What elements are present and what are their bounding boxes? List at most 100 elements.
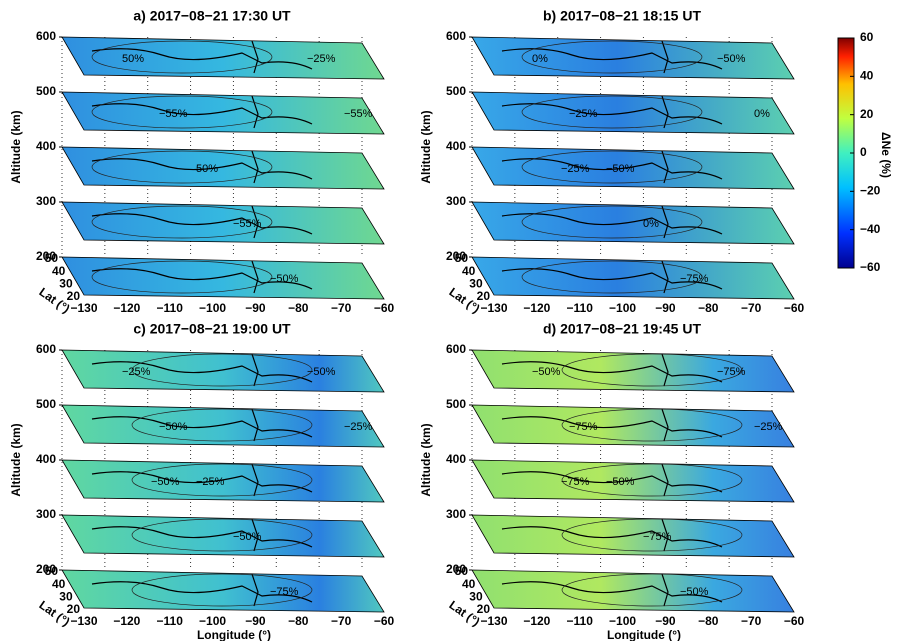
slice — [61, 459, 385, 503]
x-tick-label: −130 — [70, 301, 97, 315]
x-tick-label: −100 — [199, 301, 226, 315]
y-tick-label: 600 — [36, 342, 56, 356]
y-tick-label: 400 — [36, 139, 56, 153]
coastline — [91, 95, 313, 129]
lat-tick-label: 50 — [45, 251, 59, 265]
contour-label: −25% — [569, 108, 598, 120]
contour — [561, 573, 743, 607]
contour — [91, 95, 273, 129]
y-tick-label: 500 — [36, 397, 56, 411]
contour-label: −50% — [270, 273, 299, 285]
lat-tick-label: 40 — [462, 264, 476, 278]
contour-label: −55% — [233, 218, 262, 230]
lat-tick-label: 50 — [455, 251, 469, 265]
coastline — [501, 150, 723, 184]
colorbar-tick-label: −60 — [860, 260, 881, 274]
coastline — [501, 573, 723, 607]
coastline — [91, 260, 313, 294]
x-tick-label: −110 — [157, 301, 184, 315]
contour-label: 50% — [196, 163, 218, 175]
slice — [471, 146, 795, 190]
coastline — [501, 260, 723, 294]
y-tick-label: 200 — [36, 249, 56, 263]
coastline — [91, 518, 313, 552]
x-tick-label: −100 — [199, 614, 226, 628]
lat-tick-label: 40 — [52, 577, 66, 591]
coastline — [501, 518, 723, 552]
contour-label: −50% — [717, 53, 746, 65]
contour-label: −50% — [151, 476, 180, 488]
x-tick-label: −70 — [331, 614, 352, 628]
lat-tick-label: 50 — [45, 564, 59, 578]
slice — [471, 256, 795, 300]
slice — [61, 146, 385, 190]
contour-label: −50% — [680, 586, 709, 598]
x-tick-label: −60 — [374, 301, 395, 315]
panel-title: d) 2017−08−21 19:45 UT — [543, 321, 701, 337]
x-tick-label: −110 — [567, 301, 594, 315]
slice — [61, 514, 385, 558]
contour — [91, 150, 273, 184]
contour — [91, 40, 273, 74]
x-tick-label: −80 — [698, 301, 719, 315]
contour — [91, 205, 273, 239]
contour-label: −50% — [532, 366, 561, 378]
coastline — [501, 463, 723, 497]
x-tick-label: −120 — [523, 301, 550, 315]
x-tick-label: −80 — [288, 301, 309, 315]
x-tick-label: −90 — [655, 614, 676, 628]
y-tick-label: 300 — [36, 507, 56, 521]
slice — [471, 201, 795, 245]
y-tick-label: 300 — [36, 194, 56, 208]
coastline — [91, 463, 313, 497]
contour — [561, 408, 743, 442]
slice — [61, 349, 385, 393]
y-tick-label: 600 — [446, 29, 466, 43]
x-tick-label: −80 — [698, 614, 719, 628]
contour-label: −50% — [606, 163, 635, 175]
colorbar-tick-label: 40 — [860, 69, 874, 83]
contour — [91, 260, 273, 294]
y-tick-label: 200 — [446, 249, 466, 263]
contour — [521, 95, 703, 129]
colorbar-tick-label: 0 — [860, 145, 867, 159]
lat-tick-label: 20 — [477, 602, 491, 616]
x-tick-label: −70 — [331, 301, 352, 315]
contour — [131, 518, 313, 552]
coastline — [501, 408, 723, 442]
contour-label: −50% — [233, 531, 262, 543]
lat-tick-label: 20 — [67, 602, 81, 616]
coastline — [91, 353, 313, 387]
y-tick-label: 500 — [446, 397, 466, 411]
lat-tick-label: 30 — [59, 277, 73, 291]
contour-label: −75% — [643, 531, 672, 543]
y-tick-label: 500 — [36, 84, 56, 98]
coastline — [501, 95, 723, 129]
contour-label: −25% — [344, 421, 373, 433]
contour-label: −75% — [717, 366, 746, 378]
slice — [61, 569, 385, 613]
contour — [131, 573, 313, 607]
x-tick-label: −100 — [609, 614, 636, 628]
contour-label: −50% — [159, 421, 188, 433]
x-tick-label: −130 — [480, 301, 507, 315]
x-tick-label: −130 — [480, 614, 507, 628]
x-tick-label: −130 — [70, 614, 97, 628]
y-tick-label: 300 — [446, 507, 466, 521]
contour-label: −50% — [606, 476, 635, 488]
lat-tick-label: 30 — [469, 277, 483, 291]
contour-label: −55% — [344, 108, 373, 120]
y-tick-label: 300 — [446, 194, 466, 208]
y-axis-label: Altitude (km) — [9, 423, 23, 496]
coastline — [501, 353, 723, 387]
contour-label: −75% — [270, 586, 299, 598]
x-tick-label: −120 — [113, 301, 140, 315]
x-tick-label: −120 — [113, 614, 140, 628]
contour-label: −25% — [122, 366, 151, 378]
lat-tick-label: 40 — [462, 577, 476, 591]
y-axis-label: Altitude (km) — [419, 110, 433, 183]
slice — [61, 404, 385, 448]
x-tick-label: −100 — [609, 301, 636, 315]
y-tick-label: 500 — [446, 84, 466, 98]
